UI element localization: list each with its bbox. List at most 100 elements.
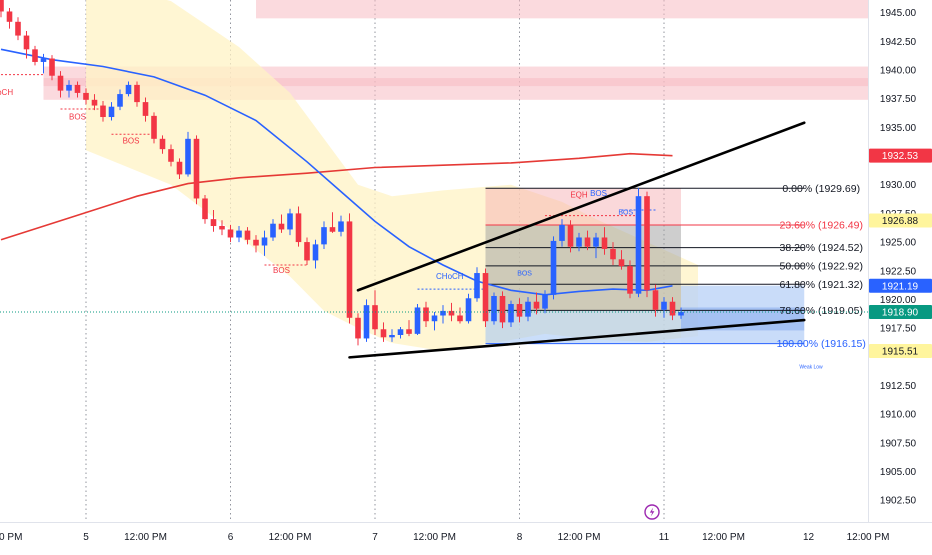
candle-body[interactable]: [49, 58, 55, 76]
candle-body[interactable]: [618, 259, 625, 267]
candle-body[interactable]: [66, 84, 72, 91]
candle-body[interactable]: [227, 229, 234, 238]
candle-body[interactable]: [185, 138, 191, 175]
candle-body[interactable]: [329, 227, 336, 232]
candle-body[interactable]: [57, 75, 64, 91]
candle-body[interactable]: [253, 239, 259, 246]
candle-body[interactable]: [142, 102, 149, 116]
candle-body[interactable]: [635, 196, 642, 294]
candle-body[interactable]: [482, 273, 489, 322]
trendline[interactable]: [348, 318, 806, 359]
candle-body[interactable]: [423, 307, 429, 322]
candle-body[interactable]: [32, 49, 38, 62]
x-tick-label: 5: [83, 532, 89, 543]
candle-body[interactable]: [397, 329, 404, 335]
candle-body[interactable]: [15, 21, 21, 36]
candle-body[interactable]: [100, 105, 106, 118]
x-tick-label: 12:00 PM: [558, 532, 601, 543]
candle-body[interactable]: [389, 334, 395, 338]
candle-body[interactable]: [372, 305, 378, 330]
candle-body[interactable]: [457, 315, 463, 322]
candle-body[interactable]: [363, 305, 370, 339]
candle-body[interactable]: [134, 84, 140, 103]
candle-body[interactable]: [295, 213, 302, 243]
candle-body[interactable]: [244, 230, 251, 240]
y-tick-label: 1905.00: [880, 467, 917, 478]
candle-body[interactable]: [559, 224, 565, 241]
trendline[interactable]: [356, 121, 806, 292]
candle-body[interactable]: [499, 295, 506, 323]
lightning-bolt-icon[interactable]: [644, 504, 660, 520]
candle-body[interactable]: [661, 301, 667, 310]
candle-body[interactable]: [465, 298, 472, 322]
candle-body[interactable]: [261, 237, 268, 246]
candle-body[interactable]: [669, 301, 676, 316]
x-tick-label: 12:00 PM: [0, 532, 22, 543]
y-tick-label: 1917.50: [880, 324, 917, 335]
candle-body[interactable]: [440, 310, 446, 316]
candle-body[interactable]: [83, 92, 89, 100]
fib-level-label: 38.20% (1924.52): [780, 242, 863, 254]
candle-body[interactable]: [508, 304, 514, 323]
candle-body[interactable]: [159, 138, 166, 150]
candle-body[interactable]: [652, 290, 659, 310]
candle-body[interactable]: [236, 230, 242, 238]
candle-body[interactable]: [584, 237, 591, 247]
candle-body[interactable]: [380, 329, 387, 338]
plot-area[interactable]: 0.00% (1929.69) 23.60% (1926.49) 38.20% (1…: [0, 0, 885, 522]
candle-body[interactable]: [414, 307, 421, 334]
candle-body[interactable]: [576, 237, 582, 247]
candle-body[interactable]: [108, 106, 115, 118]
candle-body[interactable]: [474, 273, 480, 299]
candle-body[interactable]: [516, 304, 523, 317]
candle-body[interactable]: [117, 94, 123, 107]
candle-body[interactable]: [627, 266, 633, 294]
candle-body[interactable]: [610, 248, 616, 260]
candle-body[interactable]: [176, 161, 183, 175]
y-tick-label: 1945.00: [880, 8, 917, 19]
candle-body[interactable]: [168, 149, 174, 162]
candle-body[interactable]: [431, 315, 438, 322]
candle-body[interactable]: [202, 198, 208, 220]
candle-body[interactable]: [346, 221, 353, 318]
candle-body[interactable]: [533, 301, 540, 309]
candle-body[interactable]: [321, 227, 327, 245]
price-tag-label: 1926.88: [882, 216, 919, 227]
candle-body[interactable]: [567, 224, 574, 247]
candle-body[interactable]: [151, 115, 157, 139]
candle-body[interactable]: [91, 99, 98, 106]
candle-body[interactable]: [550, 240, 557, 295]
candle-body[interactable]: [448, 310, 455, 316]
structure-label: BOS: [69, 112, 86, 121]
candle-body[interactable]: [678, 312, 684, 316]
candle-body[interactable]: [525, 301, 531, 317]
y-tick-label: 1922.50: [880, 266, 917, 277]
candle-body[interactable]: [287, 213, 293, 230]
candle-body[interactable]: [193, 138, 200, 199]
candle-body[interactable]: [355, 317, 361, 339]
candle-body[interactable]: [278, 223, 285, 230]
candle-body[interactable]: [491, 295, 497, 322]
candle-body[interactable]: [40, 58, 47, 62]
candle-body[interactable]: [210, 219, 217, 227]
structure-label: CHoCH: [436, 272, 464, 281]
candle-body[interactable]: [304, 242, 310, 261]
candle-body[interactable]: [644, 196, 650, 291]
candle-body[interactable]: [338, 221, 344, 232]
fib-level-label: 23.60% (1926.49): [780, 219, 863, 231]
candle-body[interactable]: [406, 329, 412, 334]
candle-body[interactable]: [312, 244, 319, 261]
candle-body[interactable]: [74, 84, 81, 93]
candle-body[interactable]: [270, 223, 276, 238]
candle-body[interactable]: [542, 294, 548, 309]
candle-body[interactable]: [125, 84, 132, 95]
candle-body[interactable]: [601, 237, 608, 249]
candle-body[interactable]: [593, 237, 599, 247]
candle-body[interactable]: [6, 11, 13, 22]
candle-body[interactable]: [23, 35, 30, 50]
candle-body[interactable]: [0, 0, 4, 12]
candle-body[interactable]: [219, 226, 225, 230]
price-tag-label: 1921.19: [882, 281, 919, 292]
